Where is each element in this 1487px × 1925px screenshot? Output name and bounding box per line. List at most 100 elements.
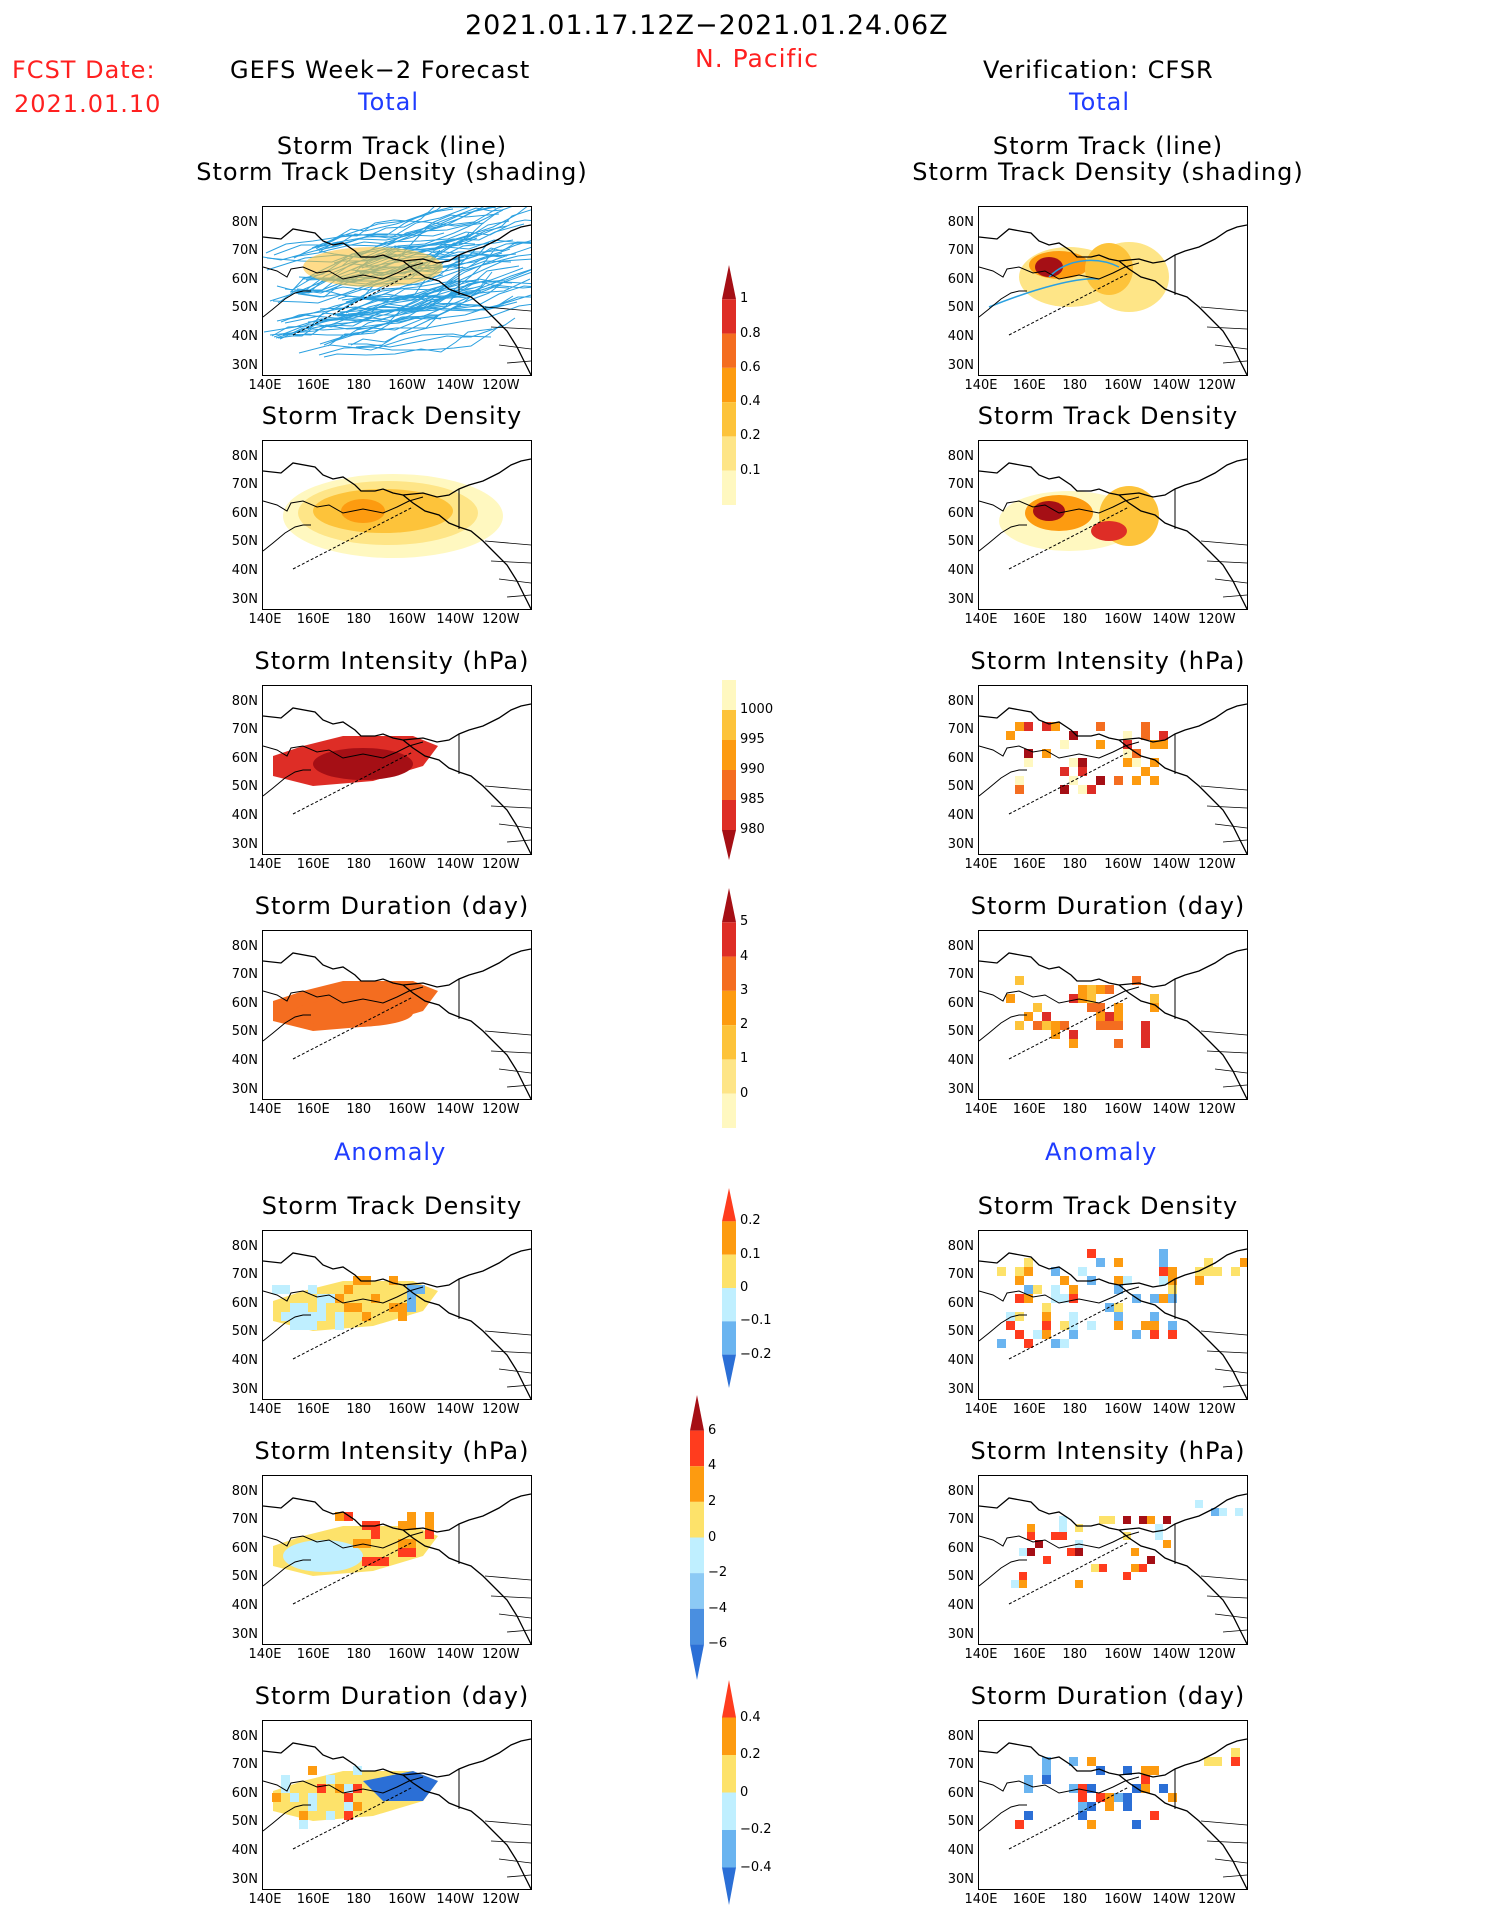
lat-tick-label: 40N — [231, 329, 258, 345]
lon-tick-label: 160W — [388, 1102, 426, 1117]
lat-tick-label: 30N — [231, 836, 258, 852]
lat-tick-label: 40N — [231, 1353, 258, 1369]
map-panel-L6 — [262, 1475, 532, 1645]
lon-tick-label: 140W — [436, 1402, 475, 1417]
lon-tick-label: 160E — [1012, 1647, 1046, 1662]
colorbar-tick-label: −6 — [708, 1636, 728, 1652]
lon-tick-label: 160W — [1104, 1892, 1142, 1907]
lat-tick-label: 40N — [231, 1598, 258, 1614]
lat-tick-label: 70N — [947, 722, 974, 738]
panel-title-R7-duration: Storm Duration (day) — [970, 1682, 1246, 1710]
colorbar-tick-label: 0.2 — [740, 1747, 761, 1762]
panel-title-R5-track-density: Storm Track Density — [977, 1192, 1239, 1220]
colorbar-tick-label: 0.4 — [740, 394, 761, 410]
lon-tick-label: 160W — [388, 612, 426, 627]
lat-tick-label: 40N — [947, 808, 974, 824]
lon-tick-label: 180 — [346, 1402, 372, 1417]
lon-tick-label: 140E — [248, 378, 282, 393]
lon-tick-label: 120W — [481, 1647, 520, 1662]
map-panel-R2 — [978, 440, 1248, 610]
lon-tick-label: 140E — [248, 1402, 282, 1417]
lon-tick-label: 140E — [964, 378, 998, 393]
lat-tick-label: 40N — [947, 1843, 974, 1859]
lon-tick-label: 160W — [388, 1402, 426, 1417]
panel-title-L5-track-density: Storm Track Density — [261, 1192, 523, 1220]
map-panel-R3 — [978, 685, 1248, 855]
colorbar-anom-density — [722, 1188, 736, 1392]
lat-tick-label: 80N — [231, 693, 258, 709]
lat-tick-label: 70N — [947, 477, 974, 493]
lon-tick-label: 140E — [964, 1402, 998, 1417]
lat-tick-label: 30N — [231, 357, 258, 373]
lon-tick-label: 140W — [1152, 857, 1191, 872]
lat-tick-label: 60N — [947, 995, 974, 1011]
panel-title-L2-track-density: Storm Track Density — [261, 402, 523, 430]
colorbar-tick-label: 4 — [740, 948, 749, 964]
lat-tick-label: 50N — [947, 1569, 974, 1585]
colorbar-anom-intensity — [690, 1395, 704, 1684]
lon-tick-label: 140W — [1152, 612, 1191, 627]
lat-tick-label: 70N — [231, 967, 258, 983]
lat-tick-label: 60N — [231, 995, 258, 1011]
lat-tick-label: 40N — [231, 1053, 258, 1069]
lat-tick-label: 60N — [947, 1540, 974, 1556]
lon-tick-label: 140E — [964, 857, 998, 872]
colorbar-tick-label: 985 — [740, 792, 765, 807]
fcst-date: 2021.01.10 — [14, 90, 162, 118]
lon-tick-label: 140E — [248, 612, 282, 627]
lat-tick-label: 80N — [947, 448, 974, 464]
lon-tick-label: 160E — [296, 857, 330, 872]
panel-title-R3-intensity: Storm Intensity (hPa) — [970, 647, 1246, 675]
colorbar-tick-label: 980 — [740, 822, 765, 837]
lat-tick-label: 80N — [231, 938, 258, 954]
lon-tick-label: 160E — [1012, 378, 1046, 393]
lon-tick-label: 160E — [1012, 1892, 1046, 1907]
lon-tick-label: 160E — [1012, 612, 1046, 627]
lon-tick-label: 160E — [1012, 857, 1046, 872]
lon-tick-label: 140E — [964, 1892, 998, 1907]
lon-tick-label: 120W — [1197, 1892, 1236, 1907]
map-panel-L3 — [262, 685, 532, 855]
lat-tick-label: 40N — [947, 1053, 974, 1069]
colorbar-tick-label: 0.2 — [740, 428, 761, 444]
lon-tick-label: 120W — [1197, 1402, 1236, 1417]
lat-tick-label: 60N — [947, 505, 974, 521]
lat-tick-label: 50N — [231, 534, 258, 550]
map-panel-L5 — [262, 1230, 532, 1400]
lon-tick-label: 160W — [1104, 612, 1142, 627]
lat-tick-label: 40N — [231, 563, 258, 579]
lon-tick-label: 140W — [1152, 1102, 1191, 1117]
lon-tick-label: 180 — [1062, 857, 1088, 872]
lat-tick-label: 80N — [947, 214, 974, 230]
colorbar-anom-duration — [722, 1680, 736, 1909]
lon-tick-label: 160W — [388, 378, 426, 393]
lat-tick-label: 30N — [947, 357, 974, 373]
left-anomaly-label: Anomaly — [334, 1138, 447, 1166]
colorbar-tick-label: −4 — [708, 1600, 728, 1616]
lat-tick-label: 50N — [231, 1569, 258, 1585]
lon-tick-label: 120W — [481, 612, 520, 627]
lat-tick-label: 50N — [231, 779, 258, 795]
lon-tick-label: 120W — [1197, 612, 1236, 627]
map-panel-R1 — [978, 206, 1248, 376]
colorbar-tick-label: 1 — [740, 291, 749, 307]
lat-tick-label: 60N — [947, 271, 974, 287]
lon-tick-label: 160W — [388, 1647, 426, 1662]
lon-tick-label: 180 — [346, 1102, 372, 1117]
lat-tick-label: 70N — [231, 722, 258, 738]
lon-tick-label: 140E — [248, 1647, 282, 1662]
lon-tick-label: 120W — [1197, 1102, 1236, 1117]
lon-tick-label: 160E — [296, 1102, 330, 1117]
lat-tick-label: 70N — [947, 1267, 974, 1283]
panel-title-R4-duration: Storm Duration (day) — [970, 892, 1246, 920]
map-panel-L4 — [262, 930, 532, 1100]
lat-tick-label: 30N — [231, 1626, 258, 1642]
lat-tick-label: 70N — [231, 477, 258, 493]
colorbar-tick-label: −0.2 — [740, 1822, 772, 1837]
lon-tick-label: 140E — [964, 612, 998, 627]
lon-tick-label: 180 — [346, 612, 372, 627]
lat-tick-label: 80N — [231, 214, 258, 230]
lat-tick-label: 30N — [231, 1381, 258, 1397]
panel-title-L6-intensity: Storm Intensity (hPa) — [254, 1437, 530, 1465]
lat-tick-label: 50N — [947, 1024, 974, 1040]
